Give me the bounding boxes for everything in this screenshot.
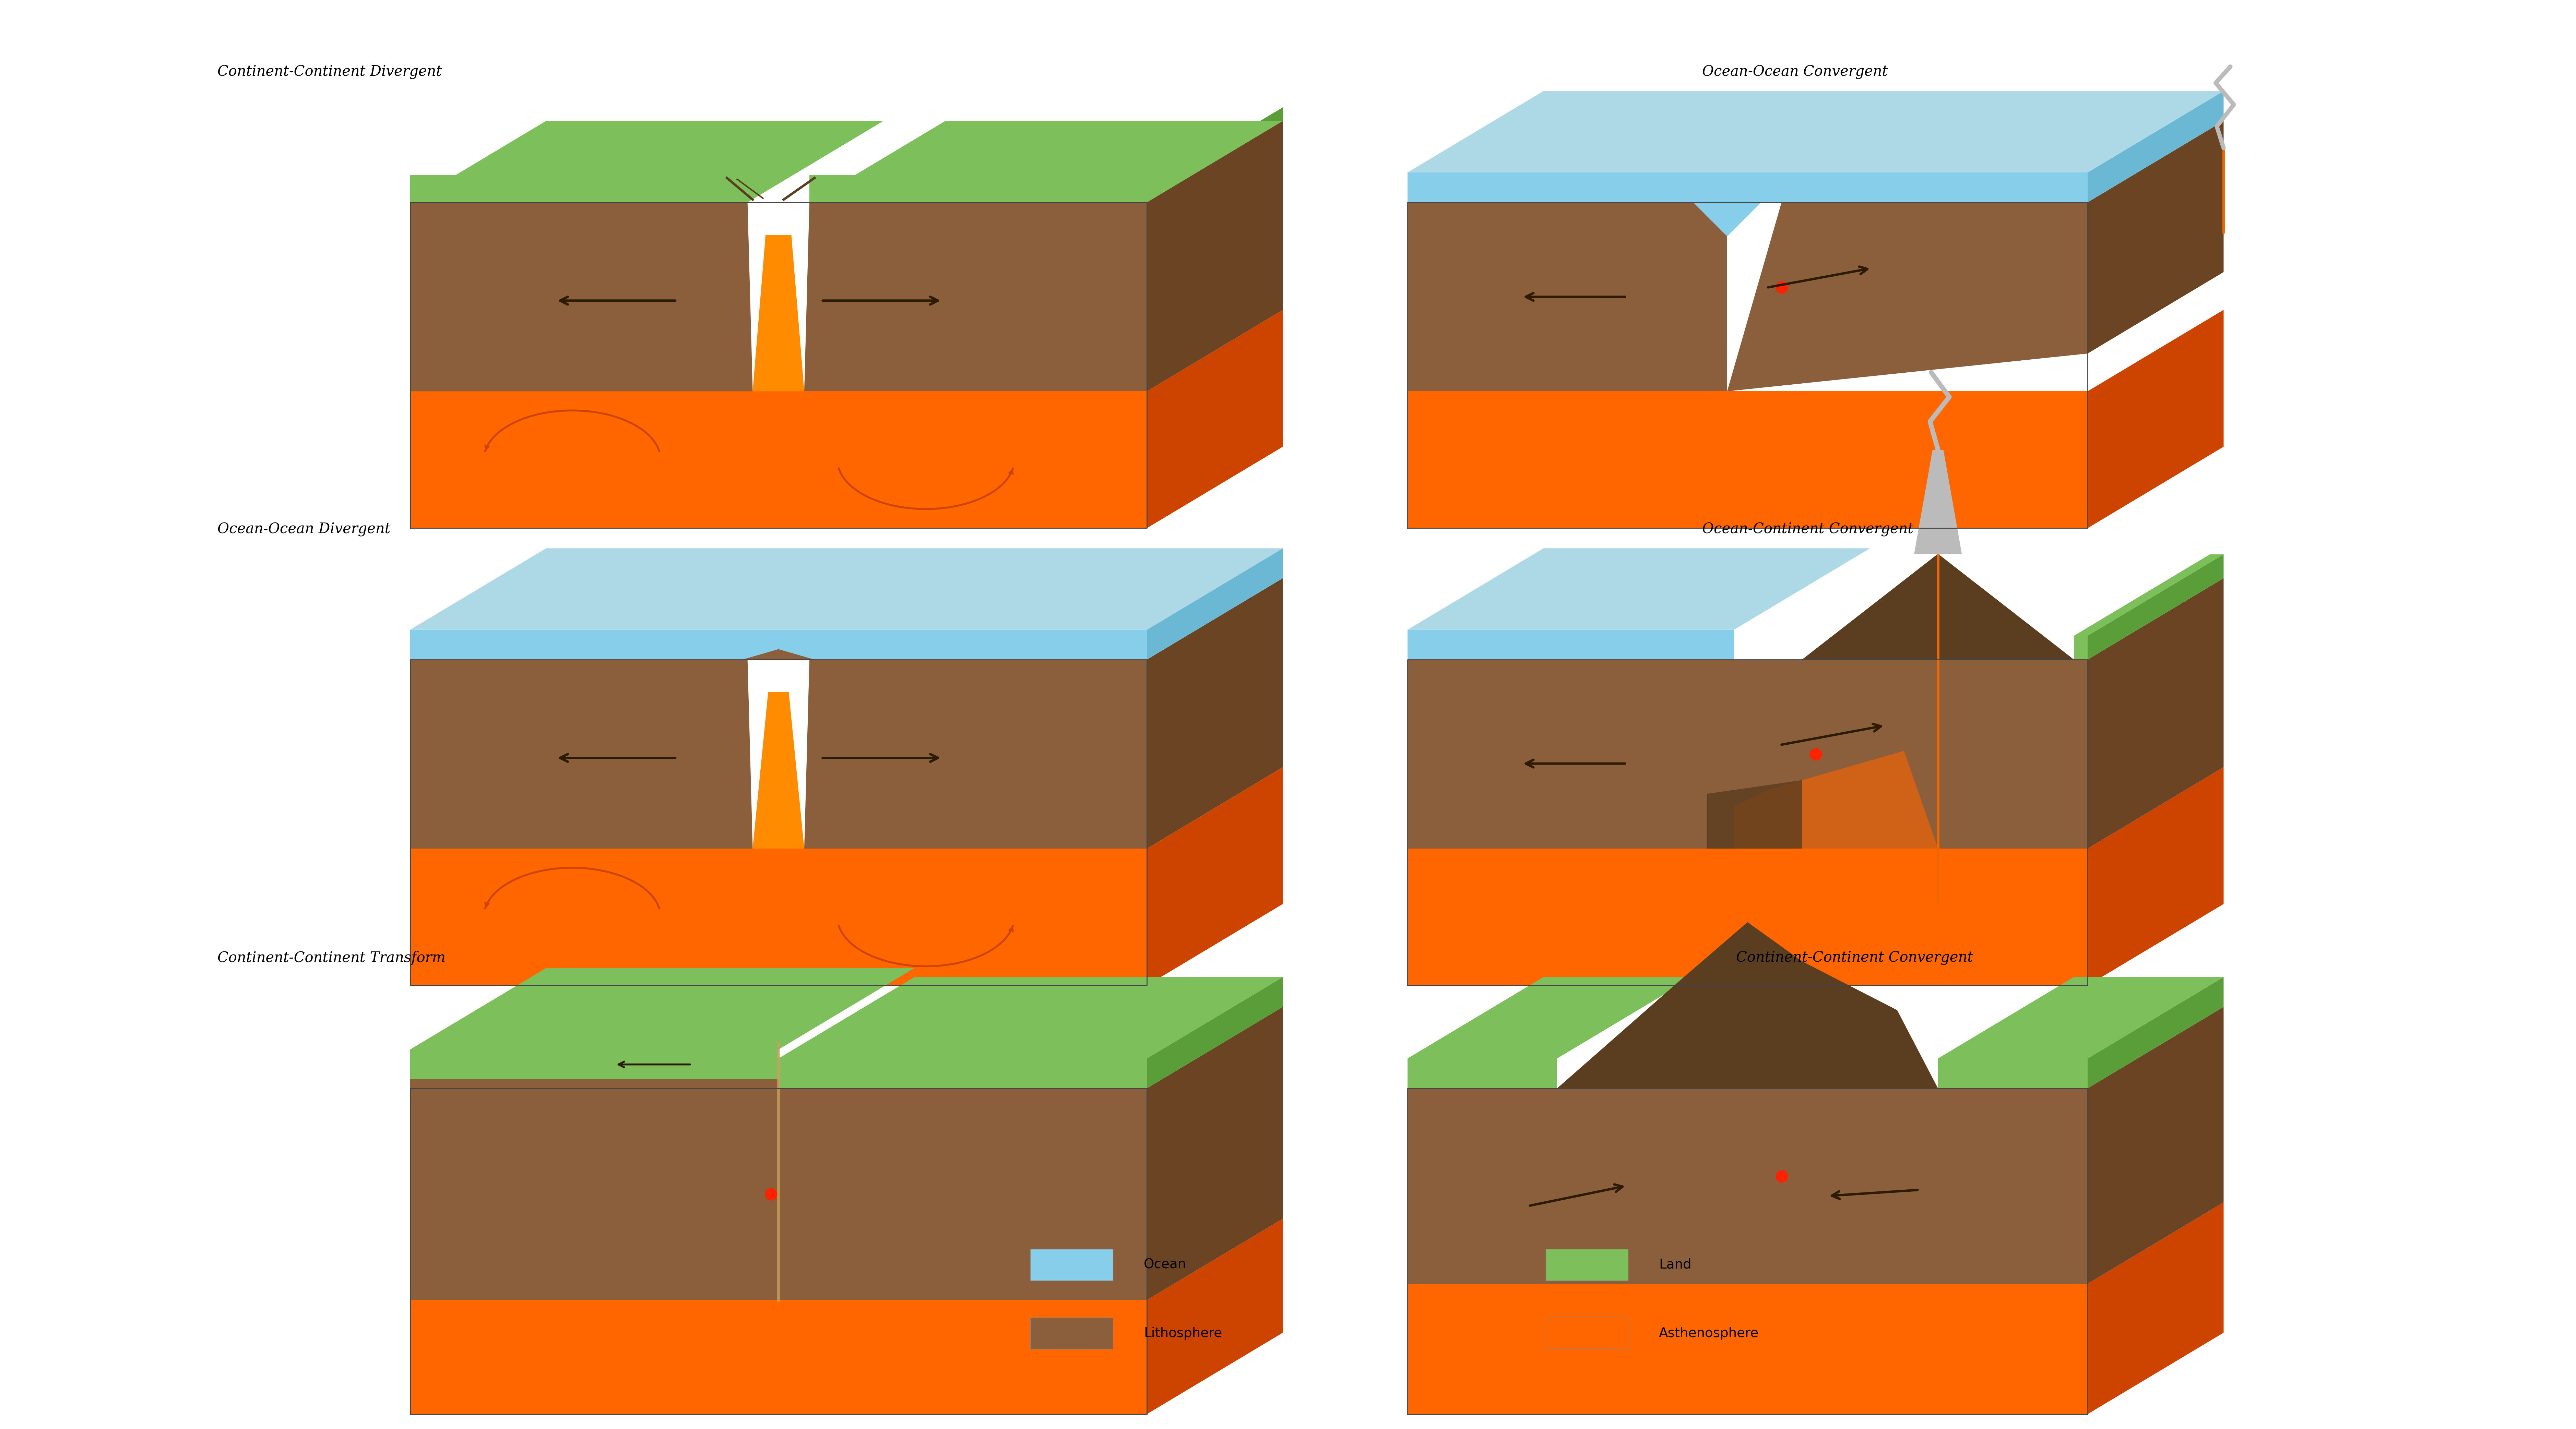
Polygon shape <box>1734 750 1937 849</box>
Text: Ocean: Ocean <box>1144 1258 1188 1272</box>
Polygon shape <box>410 1049 778 1079</box>
Text: Ocean-Continent Convergent: Ocean-Continent Convergent <box>1703 522 1914 536</box>
Polygon shape <box>1146 549 1283 660</box>
Polygon shape <box>2087 1202 2223 1415</box>
Polygon shape <box>410 967 914 1049</box>
Polygon shape <box>1556 922 1937 1089</box>
Polygon shape <box>809 176 1146 203</box>
Text: Lithosphere: Lithosphere <box>1144 1326 1221 1340</box>
Text: Continent-Continent Divergent: Continent-Continent Divergent <box>216 64 440 79</box>
Polygon shape <box>1406 660 1734 849</box>
Polygon shape <box>1406 630 1734 660</box>
Polygon shape <box>1406 203 1726 392</box>
Polygon shape <box>809 121 1283 203</box>
Polygon shape <box>2087 310 2223 529</box>
Text: Land: Land <box>1659 1258 1692 1272</box>
Polygon shape <box>410 1300 1146 1415</box>
Polygon shape <box>804 660 1146 849</box>
Polygon shape <box>778 1089 1146 1300</box>
Polygon shape <box>1734 660 2087 849</box>
Polygon shape <box>2087 121 2223 353</box>
Polygon shape <box>2074 554 2223 636</box>
Text: Continent-Continent Transform: Continent-Continent Transform <box>216 950 446 965</box>
Polygon shape <box>778 977 1283 1059</box>
FancyBboxPatch shape <box>1030 1318 1113 1349</box>
Polygon shape <box>752 234 804 392</box>
Polygon shape <box>1146 310 1283 529</box>
Polygon shape <box>1747 1089 2087 1283</box>
Polygon shape <box>1406 977 1692 1059</box>
Polygon shape <box>1406 849 2087 986</box>
Polygon shape <box>1146 107 1283 203</box>
Polygon shape <box>1406 1283 2087 1415</box>
Polygon shape <box>410 660 752 849</box>
FancyBboxPatch shape <box>1030 1249 1113 1280</box>
Polygon shape <box>1692 203 1762 236</box>
Polygon shape <box>804 203 1146 392</box>
Polygon shape <box>1406 549 1870 630</box>
Polygon shape <box>410 630 1146 660</box>
FancyBboxPatch shape <box>1546 1318 1628 1349</box>
Polygon shape <box>1914 450 1963 554</box>
Polygon shape <box>1406 392 2087 529</box>
Polygon shape <box>1406 1089 1747 1283</box>
Polygon shape <box>2087 554 2223 660</box>
Polygon shape <box>410 849 1146 986</box>
Polygon shape <box>2087 767 2223 986</box>
Polygon shape <box>1146 121 1283 392</box>
Polygon shape <box>2087 1007 2223 1283</box>
Polygon shape <box>1146 767 1283 986</box>
Polygon shape <box>410 1079 778 1300</box>
Polygon shape <box>2087 579 2223 849</box>
Polygon shape <box>1146 1007 1283 1300</box>
Polygon shape <box>2087 91 2223 203</box>
Polygon shape <box>1937 977 2223 1059</box>
Polygon shape <box>1726 203 2087 392</box>
Polygon shape <box>1708 780 1803 849</box>
Text: Asthenosphere: Asthenosphere <box>1659 1326 1759 1340</box>
Polygon shape <box>1146 977 1283 1089</box>
Text: Ocean-Ocean Convergent: Ocean-Ocean Convergent <box>1703 64 1888 79</box>
Polygon shape <box>742 649 814 660</box>
Polygon shape <box>410 392 1146 529</box>
Polygon shape <box>1937 1059 2087 1089</box>
FancyBboxPatch shape <box>1546 1249 1628 1280</box>
Polygon shape <box>1406 91 2223 173</box>
Polygon shape <box>2087 977 2223 1089</box>
Polygon shape <box>410 203 752 392</box>
Polygon shape <box>1406 173 2087 203</box>
Polygon shape <box>410 176 747 203</box>
Polygon shape <box>778 1059 1146 1089</box>
Polygon shape <box>752 692 804 849</box>
Polygon shape <box>410 549 1283 630</box>
Polygon shape <box>1406 1059 1556 1089</box>
Text: Continent-Continent Convergent: Continent-Continent Convergent <box>1736 950 1973 965</box>
Polygon shape <box>1146 579 1283 849</box>
Polygon shape <box>2074 636 2087 660</box>
Polygon shape <box>410 121 884 203</box>
Text: Ocean-Ocean Divergent: Ocean-Ocean Divergent <box>216 522 392 536</box>
Polygon shape <box>1803 554 2074 660</box>
Polygon shape <box>1146 1219 1283 1415</box>
